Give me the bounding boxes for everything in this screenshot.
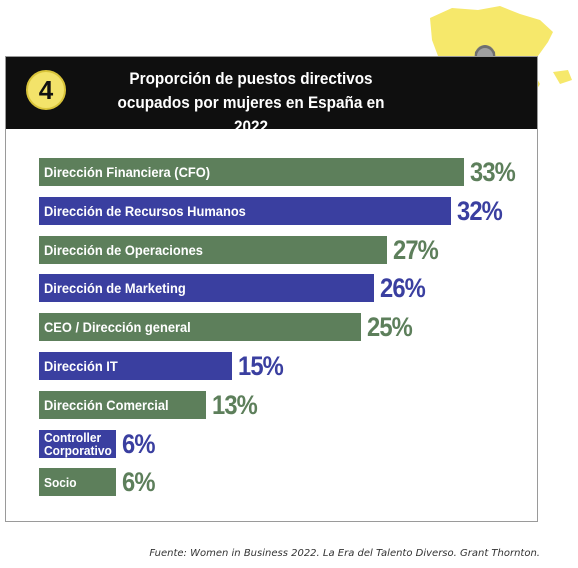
number-badge: 4 xyxy=(26,70,66,110)
bar-label: Dirección Comercial xyxy=(44,397,169,413)
bar-2: Dirección de Recursos Humanos xyxy=(39,197,451,225)
title-line-1: Proporción de puestos directivos xyxy=(129,69,373,88)
bar-label: Dirección Financiera (CFO) xyxy=(44,164,211,180)
bar-9: Socio xyxy=(39,468,116,496)
title-line-2: ocupados por mujeres en España en 2022 xyxy=(117,93,385,136)
value-label: 33% xyxy=(470,156,516,187)
value-label: 15% xyxy=(238,350,284,381)
value-label: 6% xyxy=(122,466,155,497)
bar-label: Dirección de Marketing xyxy=(44,280,186,296)
value-label: 26% xyxy=(380,272,426,303)
bar-5: CEO / Dirección general xyxy=(39,313,361,341)
bar-3: Dirección de Operaciones xyxy=(39,236,387,264)
bar-label: Controller Corporativo xyxy=(44,430,112,458)
bar-7: Dirección Comercial xyxy=(39,391,206,419)
bar-label: Socio xyxy=(44,474,77,490)
bar-label: Dirección IT xyxy=(44,358,118,374)
bar-4: Dirección de Marketing xyxy=(39,274,374,302)
source-note: Fuente: Women in Business 2022. La Era d… xyxy=(149,548,540,559)
bar-label: Dirección de Operaciones xyxy=(44,242,203,258)
bar-label: Dirección de Recursos Humanos xyxy=(44,203,246,219)
chart-header: 4 Proporción de puestos directivos ocupa… xyxy=(6,57,537,136)
value-label: 6% xyxy=(122,428,155,459)
bar-label: CEO / Dirección general xyxy=(44,319,191,335)
value-label: 25% xyxy=(367,311,413,342)
value-label: 13% xyxy=(212,389,258,420)
bar-6: Dirección IT xyxy=(39,352,232,380)
value-label: 27% xyxy=(393,234,439,265)
chart-title: Proporción de puestos directivos ocupado… xyxy=(103,67,400,139)
value-label: 32% xyxy=(457,195,503,226)
bar-1: Dirección Financiera (CFO) xyxy=(39,158,464,186)
bar-8: Controller Corporativo xyxy=(39,430,116,458)
